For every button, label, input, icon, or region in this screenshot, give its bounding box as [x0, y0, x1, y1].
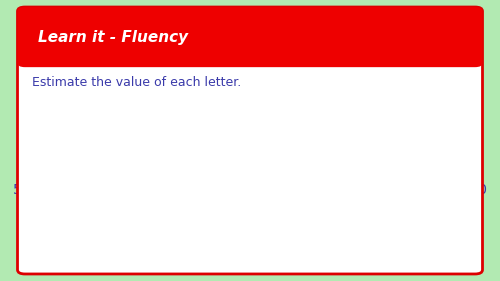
Text: G: G — [398, 74, 410, 89]
Text: Learn it - Fluency: Learn it - Fluency — [38, 30, 188, 45]
Text: E: E — [69, 74, 79, 89]
Text: F: F — [153, 74, 162, 89]
Text: Estimate the value of each letter.: Estimate the value of each letter. — [32, 76, 242, 89]
